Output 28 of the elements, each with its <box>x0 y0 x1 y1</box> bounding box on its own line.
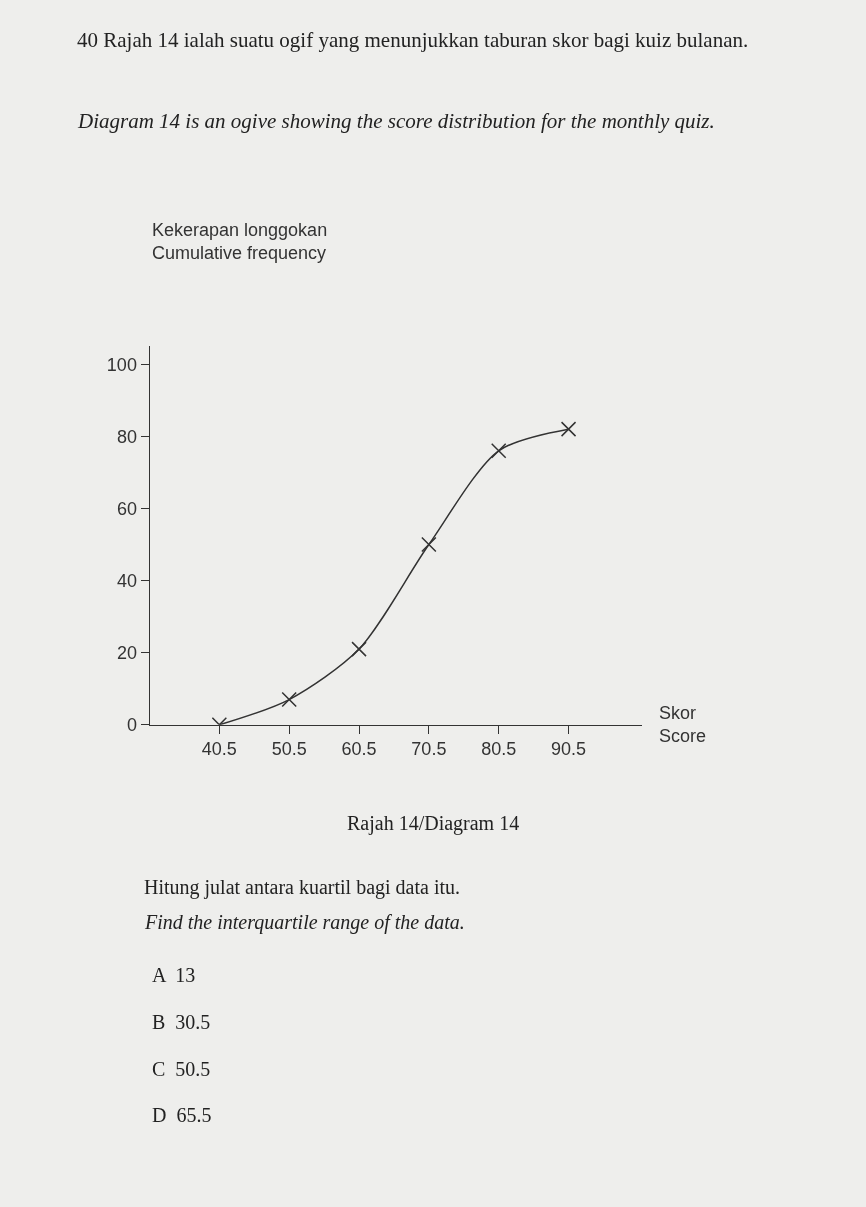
y-axis-title: Kekerapan longgokan Cumulative frequency <box>152 220 328 264</box>
point <box>490 443 507 459</box>
text: Find the interquartile range of the data. <box>144 911 465 934</box>
y-tick-label: 20 <box>116 643 137 664</box>
x-tick-label: 70.5 <box>411 739 447 760</box>
x-axis-title: Skor Score <box>659 703 707 747</box>
point <box>281 691 297 708</box>
text: B 30.5 <box>152 1011 211 1033</box>
y-tick-label: 100 <box>106 354 137 375</box>
x-tick-label: 90.5 <box>551 739 587 760</box>
y-tick-label: 80 <box>116 426 137 447</box>
text: Rajah 14/Diagram 14 <box>347 812 520 835</box>
x-tick-label: 60.5 <box>341 739 377 760</box>
x-tick-label: 40.5 <box>201 739 237 760</box>
text: D 65.5 <box>152 1104 212 1126</box>
text: A 13 <box>152 964 196 986</box>
x-tick-label: 50.5 <box>271 739 307 760</box>
y-tick-label: 0 <box>126 715 137 736</box>
text: C 50.5 <box>152 1058 211 1080</box>
point <box>421 536 437 553</box>
x-tick-label: 80.5 <box>481 739 517 760</box>
chart-title: 40 Rajah 14 ialah suatu ogif yang menunjukkan taburan skor bagi kuiz bulanan. <box>77 28 749 52</box>
point <box>560 421 577 437</box>
y-tick-label: 40 <box>116 570 137 591</box>
chart-subtitle: Diagram 14 is an ogive showing the score distribution for the monthly quiz. <box>77 109 715 133</box>
point <box>351 641 367 657</box>
text: Hitung julat antara kuartil bagi data itu. <box>144 876 461 899</box>
y-tick-label: 60 <box>116 498 137 519</box>
